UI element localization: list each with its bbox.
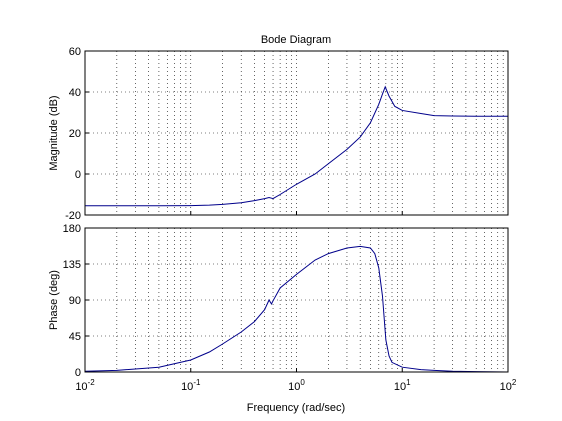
- x-tick-label: 10-2: [75, 378, 95, 393]
- x-tick-label: 100: [288, 378, 305, 393]
- x-axis-label: Frequency (rad/sec): [247, 402, 345, 414]
- magnitude-y-tick-label: 0: [75, 169, 81, 181]
- x-tick-label: 102: [500, 378, 517, 393]
- magnitude-y-tick-label: 40: [69, 87, 81, 99]
- phase-y-tick-label: 90: [69, 295, 81, 307]
- phase-y-tick-label: 135: [63, 259, 81, 271]
- x-tick-label: 10-1: [181, 378, 201, 393]
- magnitude-grid: [84, 51, 509, 215]
- magnitude-y-tick-label: 20: [69, 128, 81, 140]
- phase-grid: [84, 228, 509, 372]
- phase-y-tick-label: 0: [75, 367, 81, 379]
- magnitude-y-axis-label: Magnitude (dB): [48, 95, 60, 170]
- magnitude-y-tick-label: 60: [69, 46, 81, 58]
- x-tick-labels: 10-2 10-1 100 101 102: [75, 378, 517, 393]
- phase-y-ticks: 0 45 90 135 180: [63, 223, 89, 379]
- phase-y-axis-label: Phase (deg): [48, 270, 60, 330]
- phase-axes: 0 45 90 135 180 Phase (deg): [48, 223, 509, 379]
- magnitude-axes: -20 0 20 40 60 Bode Diagram Magnitude (dB): [48, 34, 509, 222]
- magnitude-y-tick-label: -20: [65, 210, 81, 222]
- magnitude-y-ticks: -20 0 20 40 60: [65, 46, 89, 222]
- x-tick-label: 101: [394, 378, 411, 393]
- phase-y-tick-label: 45: [69, 331, 81, 343]
- phase-series-line: [84, 245, 509, 373]
- phase-y-tick-label: 180: [63, 223, 81, 235]
- magnitude-series-line: [85, 85, 508, 207]
- chart-title: Bode Diagram: [261, 34, 331, 46]
